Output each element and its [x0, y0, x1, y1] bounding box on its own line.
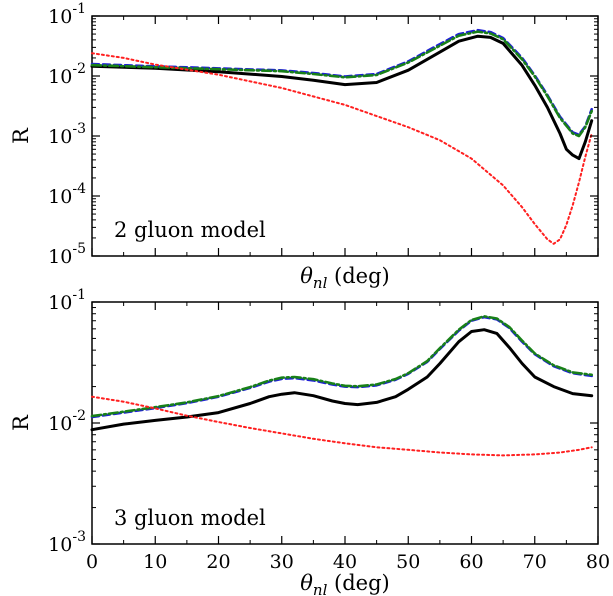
series-layer [90, 28, 594, 245]
panel-annotation: 2 gluon model [114, 218, 266, 242]
x-tick-label: 70 [523, 551, 547, 573]
panel-3-gluon: 0 10 20 30 40 50 60 70 80 10-3 10-2 10-1 3 gluon mo… [9, 287, 610, 596]
y-tick-label: 10-5 [48, 241, 86, 268]
y-tick-label: 10-1 [48, 287, 86, 314]
series-line-solid [90, 34, 594, 161]
ticks-layer: 0 10 20 30 40 50 60 70 80 10-3 10-2 10-1 [48, 287, 610, 573]
ticks-layer: 10-5 10-4 10-3 10-2 10-1 [48, 1, 599, 268]
x-tick-label: 20 [206, 551, 230, 573]
series-line-dotted [91, 52, 593, 245]
series-line-dotted [91, 395, 593, 457]
panel-annotation: 3 gluon model [114, 506, 266, 530]
series-line-dashed [90, 28, 594, 136]
series-line-solid [90, 328, 594, 432]
y-tick-label: 10-2 [48, 408, 86, 435]
x-axis-label: θnl (deg) [300, 264, 390, 292]
y-tick-label: 10-4 [48, 181, 86, 208]
x-tick-label: 80 [586, 551, 610, 573]
y-tick-label: 10-3 [48, 529, 86, 556]
series-layer [90, 315, 594, 457]
y-tick-label: 10-3 [48, 121, 86, 148]
x-tick-label: 40 [333, 551, 357, 573]
y-axis-label: R [9, 127, 33, 144]
x-tick-label: 30 [270, 551, 294, 573]
y-tick-label: 10-1 [48, 1, 86, 28]
x-tick-label: 60 [459, 551, 483, 573]
x-tick-label: 50 [396, 551, 420, 573]
panel-2-gluon: 10-5 10-4 10-3 10-2 10-1 2 gluon model θnl (… [9, 1, 599, 292]
series-line-dashdot [90, 30, 594, 138]
series-line-dashdot [90, 315, 594, 418]
x-axis-label: θnl (deg) [300, 571, 390, 596]
x-tick-label: 0 [86, 551, 98, 573]
x-tick-label: 10 [143, 551, 167, 573]
y-tick-label: 10-2 [48, 61, 86, 88]
y-axis-label: R [9, 414, 33, 431]
